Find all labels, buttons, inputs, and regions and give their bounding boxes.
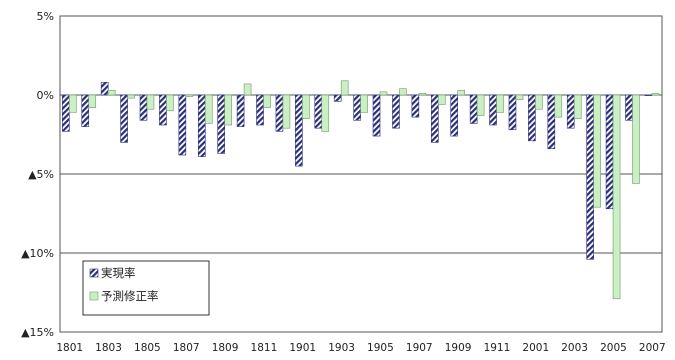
bar-yosoku-1907 xyxy=(418,93,427,96)
x-tick-label: 1903 xyxy=(328,342,355,354)
bar-yosoku-1902 xyxy=(321,94,330,132)
x-tick-label: 1909 xyxy=(445,342,472,354)
bar-jitsugen-1803 xyxy=(100,82,109,96)
bar-yosoku-1806 xyxy=(166,94,174,112)
legend-swatch-yosoku xyxy=(89,291,99,301)
x-tick-label: 1905 xyxy=(367,342,394,354)
y-tick-label: ▲5% xyxy=(28,168,54,181)
bar-jitsugen-2001 xyxy=(528,94,536,142)
bar-jitsugen-1812 xyxy=(275,94,284,132)
x-tick-label: 1807 xyxy=(173,342,200,354)
bar-yosoku-1801 xyxy=(69,94,77,113)
x-tick-label: 1907 xyxy=(406,342,433,354)
bar-yosoku-1912 xyxy=(515,94,524,101)
bar-yosoku-1802 xyxy=(88,94,97,108)
bar-yosoku-2002 xyxy=(554,94,563,118)
bar-jitsugen-1904 xyxy=(353,94,361,121)
bar-jitsugen-1810 xyxy=(236,94,245,127)
y-tick-label: 5% xyxy=(37,10,54,23)
bar-yosoku-1908 xyxy=(437,94,446,105)
bar-jitsugen-2003 xyxy=(566,94,575,129)
bar-yosoku-1804 xyxy=(127,94,135,99)
legend-label-jitsugen: 実現率 xyxy=(101,266,136,280)
bar-yosoku-2007 xyxy=(651,93,660,96)
bar-jitsugen-1807 xyxy=(178,94,187,156)
bar-yosoku-1906 xyxy=(399,88,407,96)
legend-label-yosoku: 予測修正率 xyxy=(101,289,159,303)
bar-jitsugen-1806 xyxy=(159,94,167,126)
bar-yosoku-2004 xyxy=(593,94,601,208)
x-tick-label: 2007 xyxy=(639,342,666,354)
x-tick-label: 2001 xyxy=(522,342,549,354)
bar-jitsugen-1811 xyxy=(256,94,264,126)
bar-jitsugen-1906 xyxy=(392,94,400,129)
bar-jitsugen-2005 xyxy=(605,94,614,210)
bar-yosoku-2006 xyxy=(632,94,640,184)
bar-jitsugen-1809 xyxy=(217,94,225,154)
bar-jitsugen-1804 xyxy=(120,94,128,143)
x-tick-label: 1911 xyxy=(484,342,511,354)
bar-yosoku-2001 xyxy=(535,94,543,110)
bar-jitsugen-2007 xyxy=(644,94,653,96)
y-tick-label: ▲15% xyxy=(21,326,54,339)
bar-yosoku-1803 xyxy=(107,89,116,96)
legend-swatch-jitsugen xyxy=(89,268,99,278)
bars xyxy=(62,80,660,300)
axes: 5% 0% ▲5% ▲10% ▲15%1801 1803 1805 1807 1809 1811 1… xyxy=(21,10,666,354)
bar-yosoku-1808 xyxy=(204,94,213,124)
bar-jitsugen-1908 xyxy=(430,94,439,143)
bar-yosoku-1909 xyxy=(457,89,465,96)
bar-jitsugen-1907 xyxy=(411,94,420,118)
bar-yosoku-1811 xyxy=(263,94,271,108)
bar-yosoku-1812 xyxy=(282,94,291,129)
x-tick-label: 1801 xyxy=(56,342,83,354)
bar-jitsugen-1808 xyxy=(197,94,206,157)
bar-yosoku-1910 xyxy=(476,94,485,116)
bar-jitsugen-2004 xyxy=(586,94,594,260)
bar-jitsugen-1905 xyxy=(372,94,381,137)
plot-frame xyxy=(59,15,663,333)
bar-jitsugen-1909 xyxy=(450,94,459,137)
bar-jitsugen-1902 xyxy=(314,94,323,129)
bar-jitsugen-1910 xyxy=(469,94,478,124)
bar-yosoku-1911 xyxy=(496,94,504,113)
bar-yosoku-1810 xyxy=(243,83,252,96)
bar-yosoku-2003 xyxy=(573,94,582,120)
bar-jitsugen-2002 xyxy=(547,94,556,150)
bar-yosoku-1805 xyxy=(146,94,155,110)
y-tick-label: ▲10% xyxy=(21,247,54,260)
bar-jitsugen-2006 xyxy=(625,94,633,121)
bar-jitsugen-1901 xyxy=(295,94,303,167)
bar-jitsugen-1912 xyxy=(508,94,517,131)
bar-yosoku-1904 xyxy=(360,94,368,113)
x-tick-label: 1811 xyxy=(251,342,278,354)
bar-yosoku-1809 xyxy=(224,94,232,126)
bar-jitsugen-1911 xyxy=(489,94,497,126)
x-tick-label: 1805 xyxy=(134,342,161,354)
x-tick-label: 1809 xyxy=(212,342,239,354)
x-tick-label: 1803 xyxy=(95,342,122,354)
bar-yosoku-2005 xyxy=(612,94,621,300)
bar-yosoku-1807 xyxy=(185,94,194,97)
bar-jitsugen-1903 xyxy=(333,94,342,102)
x-tick-label: 2003 xyxy=(561,342,588,354)
bar-yosoku-1901 xyxy=(302,94,310,120)
y-tick-label: 0% xyxy=(37,89,54,102)
x-tick-label: 2005 xyxy=(600,342,627,354)
bar-jitsugen-1801 xyxy=(62,94,70,132)
legend-box xyxy=(82,260,210,316)
bar-jitsugen-1805 xyxy=(139,94,148,121)
bar-yosoku-1905 xyxy=(379,91,388,96)
bar-jitsugen-1802 xyxy=(81,94,90,127)
x-tick-label: 1901 xyxy=(289,342,316,354)
bar-yosoku-1903 xyxy=(340,80,349,96)
